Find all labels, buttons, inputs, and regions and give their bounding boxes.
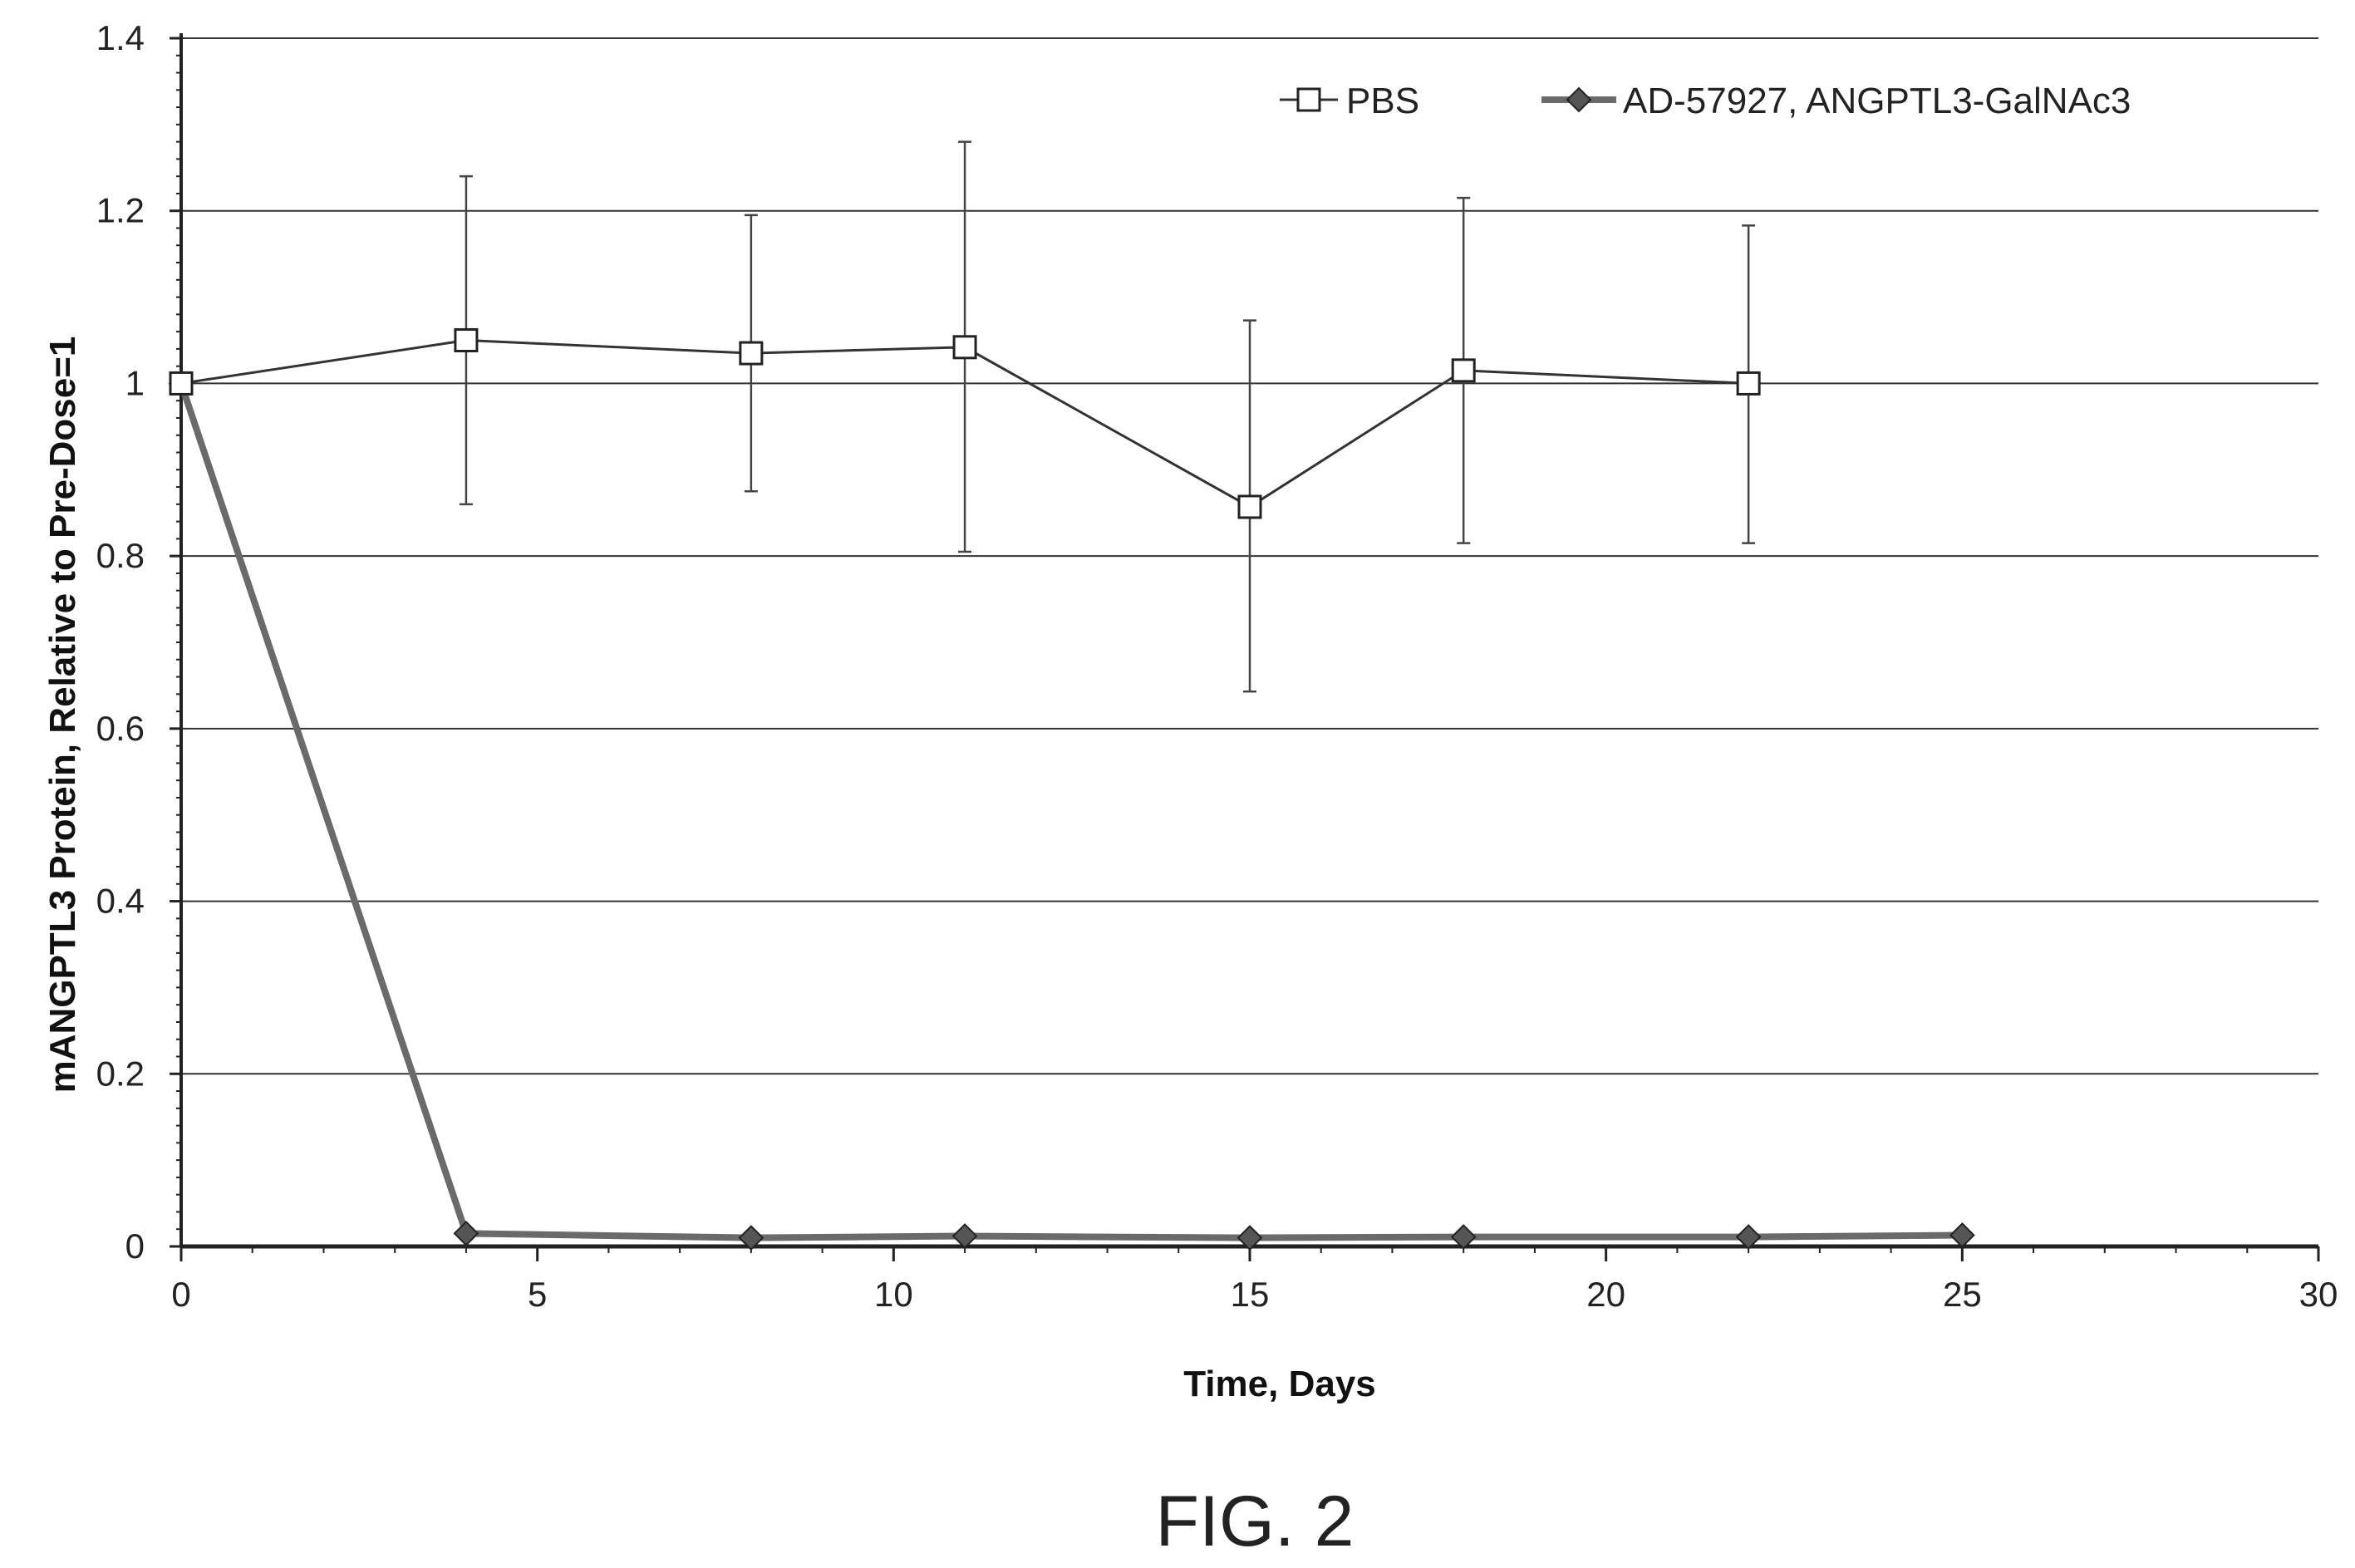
y-tick-label: 0.8 [96,536,145,575]
y-tick-label: 1.4 [96,18,145,57]
data-point-treated [1450,1224,1477,1250]
data-point-pbs [1451,358,1476,383]
data-point-treated [951,1223,978,1249]
x-tick-label: 5 [528,1275,547,1314]
x-tick-labels: 0 5 10 15 20 25 30 [171,1275,2338,1314]
data-point-treated [738,1225,765,1251]
data-point-pbs [739,341,764,366]
series-line-treated [178,382,1963,1241]
x-tick-label: 10 [874,1275,913,1314]
x-tick-label: 0 [171,1275,190,1314]
data-point-pbs [952,335,977,360]
data-point-treated [453,1221,479,1246]
y-tick-label: 1.2 [96,191,145,230]
legend-label-pbs: PBS [1346,81,1419,121]
x-tick-label: 30 [2299,1275,2338,1314]
y-tick-labels: 0 0.2 0.4 0.6 0.8 1 1.2 1.4 [96,18,145,1266]
y-tick-label: 0.2 [96,1054,145,1093]
figure-caption: FIG. 2 [1156,1482,1354,1561]
legend: PBS AD-57927, ANGPTL3-GalNAc3 [1280,81,2131,121]
legend-marker-treated [1566,86,1592,113]
y-tick-label: 0.4 [96,882,145,921]
x-tick-label: 20 [1586,1275,1625,1314]
y-tick-label: 0 [125,1226,145,1266]
legend-marker-pbs [1296,87,1321,112]
axis-layer [170,33,2320,1261]
x-axis-title: Time, Days [1183,1364,1376,1404]
x-tick-label: 25 [1943,1275,1982,1314]
y-tick-label: 0.6 [96,709,145,748]
data-point-pbs [169,371,194,396]
data-point-pbs [454,328,479,352]
data-point-treated [1949,1222,1975,1248]
legend-label-treated: AD-57927, ANGPTL3-GalNAc3 [1623,81,2131,121]
data-point-pbs [1736,371,1761,396]
data-point-treated [1236,1225,1263,1251]
series-layer [168,140,1975,1251]
data-point-treated [1735,1224,1762,1250]
y-axis-title: mANGPTL3 Protein, Relative to Pre-Dose=1 [42,337,83,1094]
x-tick-label: 15 [1231,1275,1270,1314]
y-tick-label: 1 [125,363,145,402]
data-point-pbs [1237,494,1262,519]
